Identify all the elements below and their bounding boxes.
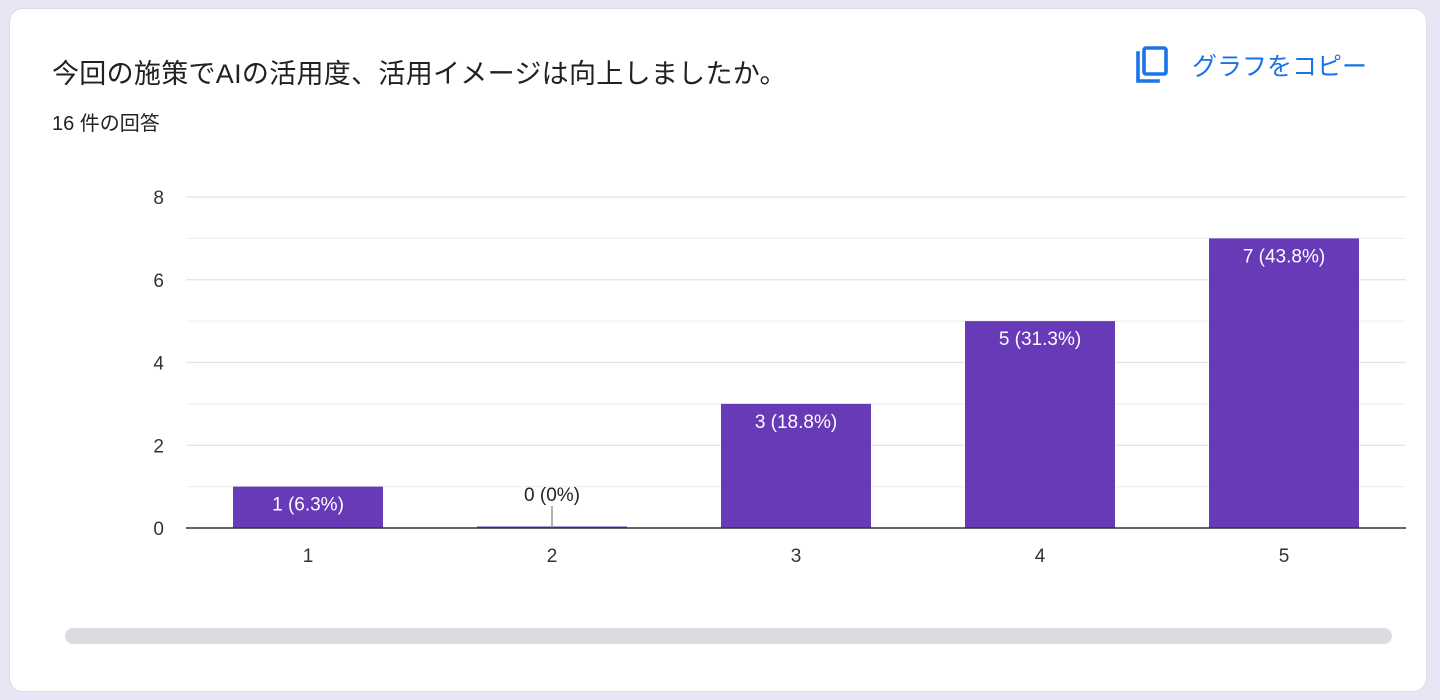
y-tick-label: 0 — [153, 519, 164, 540]
question-title: 今回の施策でAIの活用度、活用イメージは向上しましたか。 — [52, 59, 787, 89]
copy-chart-button[interactable]: グラフをコピー — [1134, 43, 1367, 87]
response-count: 16 件の回答 — [52, 113, 160, 135]
bar-data-label: 7 (43.8%) — [1243, 246, 1325, 267]
bar-data-label: 1 (6.3%) — [272, 495, 344, 516]
copy-icon — [1134, 45, 1170, 85]
y-tick-label: 8 — [153, 188, 164, 209]
y-tick-label: 6 — [153, 271, 164, 292]
bar-data-label: 3 (18.8%) — [755, 412, 837, 433]
bar — [965, 321, 1115, 528]
y-tick-label: 2 — [153, 436, 164, 457]
horizontal-scrollbar[interactable] — [65, 628, 1392, 644]
x-tick-label: 3 — [791, 546, 802, 567]
x-tick-label: 5 — [1279, 546, 1290, 567]
x-tick-label: 2 — [547, 546, 558, 567]
bar-chart-svg: 0 2 4 6 8 1 (6.3%) 1 0 (0%) 2 3 (18.8%) 3 5 (31.3%)… — [153, 188, 1406, 567]
bar — [721, 403, 871, 528]
bar — [1209, 238, 1359, 528]
x-tick-label: 4 — [1035, 546, 1046, 567]
copy-chart-label: グラフをコピー — [1192, 53, 1368, 81]
chart-card: 今回の施策でAIの活用度、活用イメージは向上しましたか。 16 件の回答 グラフ… — [9, 8, 1427, 692]
y-tick-label: 4 — [153, 354, 164, 375]
bar-data-label: 5 (31.3%) — [999, 329, 1081, 350]
bar-data-label: 0 (0%) — [524, 485, 580, 506]
bar-chart: 0 2 4 6 8 1 (6.3%) 1 0 (0%) 2 3 (18.8%) 3 5 (31.3%)… — [10, 9, 1428, 693]
bar — [233, 486, 383, 528]
x-tick-label: 1 — [303, 546, 314, 567]
